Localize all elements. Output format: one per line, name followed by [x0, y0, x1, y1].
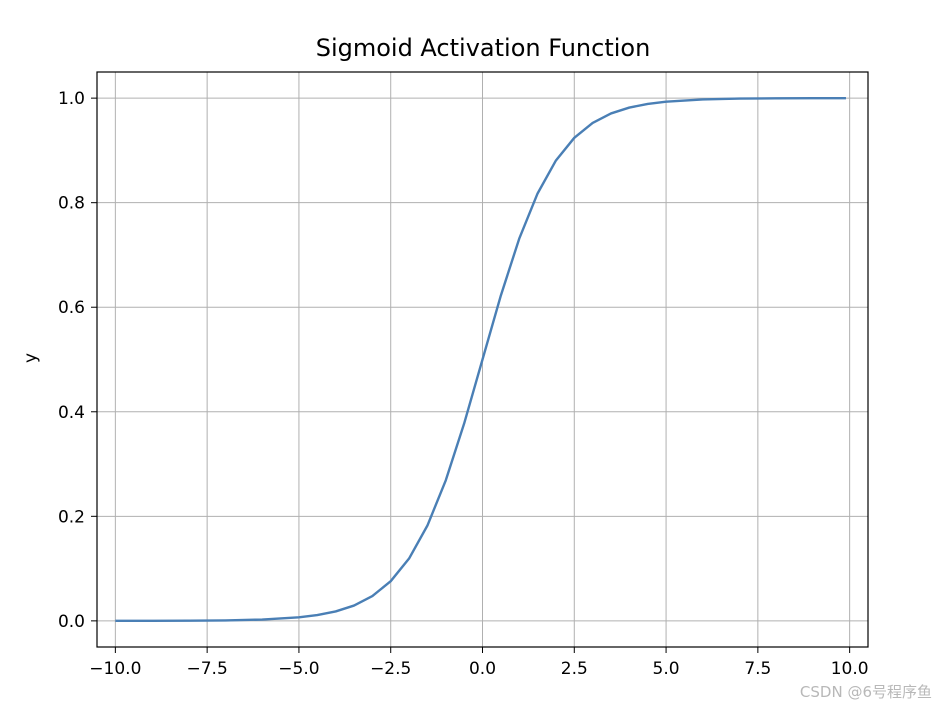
- x-axis: −10.0 −7.5 −5.0 −2.5 0.0 2.5 5.0 7.5 10.0: [89, 647, 869, 679]
- x-tick-label: −10.0: [89, 659, 141, 679]
- x-tick-label: 10.0: [831, 659, 869, 679]
- y-tick-label: 0.4: [58, 403, 85, 423]
- x-tick-label: −7.5: [187, 659, 228, 679]
- y-tick-label: 0.8: [58, 194, 85, 214]
- x-tick-label: −5.0: [278, 659, 319, 679]
- x-tick-label: 0.0: [469, 659, 496, 679]
- y-tick-label: 1.0: [58, 89, 85, 109]
- watermark: CSDN @6号程序鱼: [799, 683, 932, 701]
- y-axis-label: y: [21, 353, 41, 363]
- x-tick-label: 5.0: [653, 659, 680, 679]
- y-tick-label: 0.6: [58, 298, 85, 318]
- y-tick-label: 0.2: [58, 507, 85, 527]
- chart-title: Sigmoid Activation Function: [316, 34, 651, 62]
- x-tick-label: 7.5: [744, 659, 771, 679]
- y-axis: 0.0 0.2 0.4 0.6 0.8 1.0: [58, 89, 97, 632]
- plot-area: [115, 96, 846, 623]
- x-tick-label: −2.5: [370, 659, 411, 679]
- x-tick-label: 2.5: [561, 659, 588, 679]
- y-tick-label: 0.0: [58, 612, 85, 632]
- sigmoid-curve-line: [115, 96, 846, 623]
